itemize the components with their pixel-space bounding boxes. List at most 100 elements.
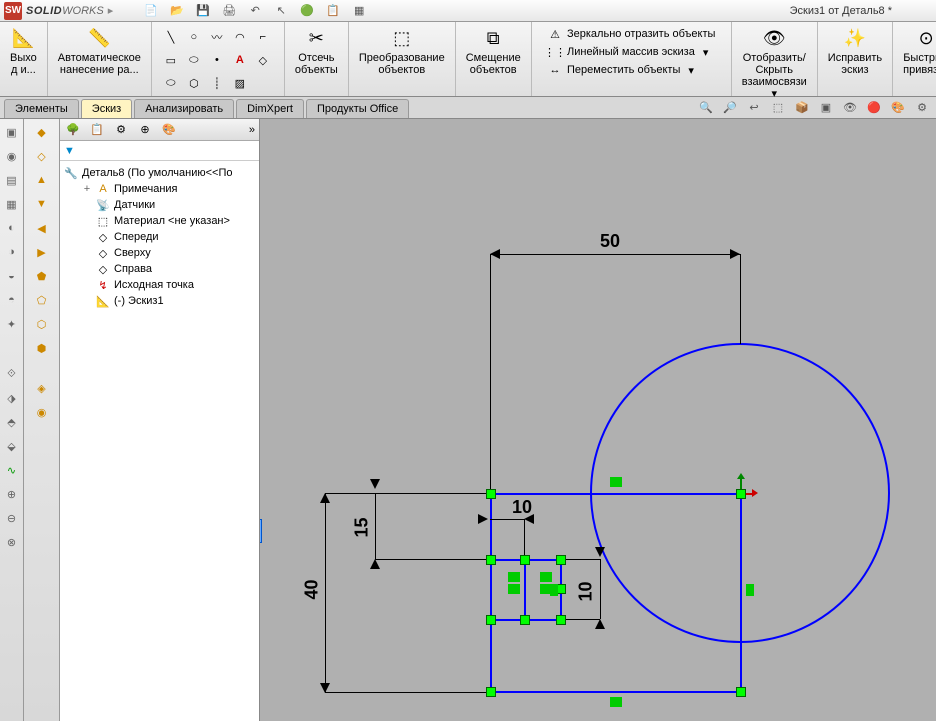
rect-top[interactable] (490, 493, 740, 495)
tab-sketch[interactable]: Эскиз (81, 99, 132, 118)
tb2-icon-2[interactable]: ◇ (33, 147, 51, 165)
tb-icon-9[interactable]: ✦ (3, 315, 21, 333)
print-icon[interactable]: 🖨 (221, 3, 237, 19)
zoom-fit-icon[interactable]: 🔍 (698, 99, 714, 115)
tb2-icon-3[interactable]: ▲ (33, 171, 51, 189)
tree-material[interactable]: ⬚Материал <не указан> (80, 213, 257, 229)
tab-features[interactable]: Элементы (4, 99, 79, 118)
centerline-tool[interactable]: ┊ (208, 74, 226, 92)
tree-right-plane[interactable]: ◇Справа (80, 261, 257, 277)
mirror-button[interactable]: ⚠Зеркально отразить объекты (547, 26, 715, 42)
rect-left[interactable] (490, 493, 492, 693)
zoom-area-icon[interactable]: 🔎 (722, 99, 738, 115)
tb-icon-6[interactable]: ◑ (3, 243, 21, 261)
pt-inner-3[interactable] (556, 555, 566, 565)
tb2-icon-8[interactable]: ⬠ (33, 291, 51, 309)
pt-inner-6[interactable] (556, 615, 566, 625)
view-settings-icon[interactable]: ⚙ (914, 99, 930, 115)
tb2-icon-5[interactable]: ◀ (33, 219, 51, 237)
plane-tool[interactable]: ◇ (254, 51, 272, 69)
dim-50-text[interactable]: 50 (600, 231, 620, 252)
scene-icon[interactable]: 🎨 (890, 99, 906, 115)
rel-2[interactable] (508, 572, 520, 582)
pt-inner-1[interactable] (486, 555, 496, 565)
fm-tab-config[interactable]: ⚙ (112, 121, 130, 139)
fm-tab-tree[interactable]: 🌳 (64, 121, 82, 139)
spline-tool[interactable]: 〰 (208, 28, 226, 46)
dim-15-text[interactable]: 15 (352, 517, 373, 537)
pt-inner-2[interactable] (520, 555, 530, 565)
tb2-icon-10[interactable]: ⬢ (33, 339, 51, 357)
hide-show-icon[interactable]: 👁 (842, 99, 858, 115)
tb-icon-5[interactable]: ◐ (3, 219, 21, 237)
dim-40-text[interactable]: 40 (302, 579, 323, 599)
tb2-icon-6[interactable]: ▶ (33, 243, 51, 261)
linear-pattern-button[interactable]: ⋮⋮Линейный массив эскиза▾ (547, 44, 715, 60)
tb-icon-1[interactable]: ▣ (3, 123, 21, 141)
pt-rect-tr[interactable] (736, 489, 746, 499)
tb-icon-10[interactable]: ⟐ (3, 365, 21, 383)
tb-icon-4[interactable]: ▦ (3, 195, 21, 213)
exit-sketch-button[interactable]: 📐 Выхо д и... (6, 24, 41, 78)
splitter-handle[interactable] (260, 519, 262, 543)
rel-3[interactable] (540, 572, 552, 582)
tree-origin[interactable]: ↯Исходная точка (80, 277, 257, 293)
rebuild-icon[interactable]: 🟢 (299, 3, 315, 19)
new-icon[interactable]: 📄 (143, 3, 159, 19)
options-icon[interactable]: 📋 (325, 3, 341, 19)
tb-icon-11[interactable]: ⬗ (3, 389, 21, 407)
section-view-icon[interactable]: ⬚ (770, 99, 786, 115)
tb2-icon-12[interactable]: ◉ (33, 403, 51, 421)
tb-icon-16[interactable]: ⊖ (3, 509, 21, 527)
chevron-right-icon[interactable]: ▸ (108, 4, 114, 17)
tree-root[interactable]: 🔧 Деталь8 (По умолчанию<<По (62, 165, 257, 181)
tree-sketch1[interactable]: 📐(-) Эскиз1 (80, 293, 257, 309)
offset-entities-button[interactable]: ⧉ Смещение объектов (462, 24, 525, 78)
tb-icon-7[interactable]: ◒ (3, 267, 21, 285)
tree-front-plane[interactable]: ◇Спереди (80, 229, 257, 245)
undo-icon[interactable]: ↶ (247, 3, 263, 19)
tb2-icon-7[interactable]: ⬟ (33, 267, 51, 285)
pt-rect-bl[interactable] (486, 687, 496, 697)
rel-6[interactable] (550, 584, 558, 596)
rectangle-tool[interactable]: ▭ (162, 51, 180, 69)
prev-view-icon[interactable]: ↩ (746, 99, 762, 115)
line-tool[interactable]: ╲ (162, 28, 180, 46)
tab-evaluate[interactable]: Анализировать (134, 99, 234, 118)
select-icon[interactable]: ↖ (273, 3, 289, 19)
save-icon[interactable]: 💾 (195, 3, 211, 19)
rel-8[interactable] (610, 697, 622, 707)
text-tool[interactable]: A (231, 51, 249, 69)
point-tool[interactable]: • (208, 51, 226, 69)
fm-tab-props[interactable]: 📋 (88, 121, 106, 139)
smart-dimension-button[interactable]: 📏 Автоматическое нанесение ра... (54, 24, 145, 78)
fillet-tool[interactable]: ⌐ (254, 28, 272, 46)
tb-icon-8[interactable]: ◓ (3, 291, 21, 309)
circle-tool[interactable]: ○ (185, 28, 203, 46)
rect-bottom[interactable] (490, 691, 740, 693)
fm-expand-icon[interactable]: » (249, 124, 255, 136)
tb-icon-15[interactable]: ⊕ (3, 485, 21, 503)
properties-icon[interactable]: ▦ (351, 3, 367, 19)
tb-icon-12[interactable]: ⬘ (3, 413, 21, 431)
arc-tool[interactable]: ◠ (231, 28, 249, 46)
fm-tab-dim[interactable]: ⊕ (136, 121, 154, 139)
show-hide-relations-button[interactable]: 👁 Отобразить/Скрыть взаимосвязи ▾ (738, 24, 811, 102)
sketch-canvas[interactable]: 50 40 15 10 10 (260, 119, 936, 721)
trim-button[interactable]: ✂ Отсечь объекты (291, 24, 342, 78)
convert-entities-button[interactable]: ⬚ Преобразование объектов (355, 24, 449, 78)
pt-inner-4[interactable] (486, 615, 496, 625)
tb-icon-2[interactable]: ◉ (3, 147, 21, 165)
appearance-icon[interactable]: 🔴 (866, 99, 882, 115)
view-orientation-icon[interactable]: 📦 (794, 99, 810, 115)
rect-right[interactable] (740, 493, 742, 693)
slot-tool[interactable]: ⬭ (162, 74, 180, 92)
construction-tool[interactable]: ▨ (231, 74, 249, 92)
dim-10b-text[interactable]: 10 (576, 581, 597, 601)
rel-1[interactable] (610, 477, 622, 487)
tb2-icon-11[interactable]: ◈ (33, 379, 51, 397)
tb2-icon-1[interactable]: ◆ (33, 123, 51, 141)
dim-10a-text[interactable]: 10 (512, 497, 532, 518)
tb-icon-14[interactable]: ∿ (3, 461, 21, 479)
move-entities-button[interactable]: ↔Переместить объекты▾ (547, 62, 715, 78)
